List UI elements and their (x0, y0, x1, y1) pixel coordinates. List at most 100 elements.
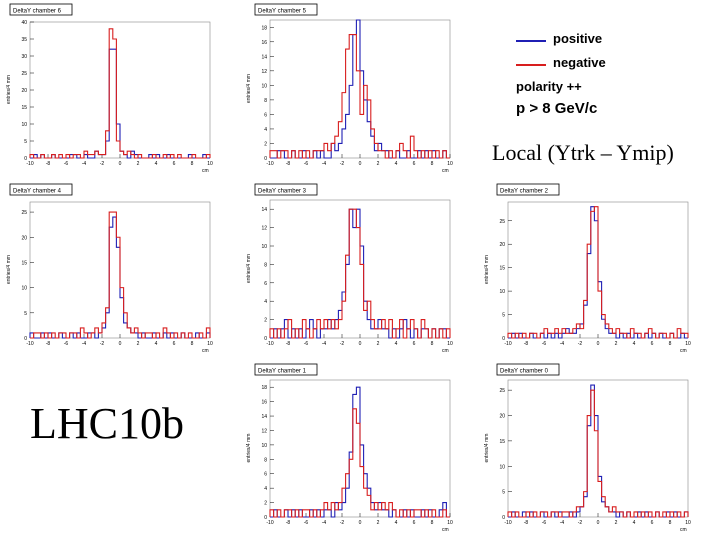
panel-title-box (496, 183, 560, 196)
x-tick-label: -10 (504, 520, 511, 526)
histogram-negative (30, 211, 211, 339)
y-tick-label: 10 (261, 443, 267, 449)
x-tick-label: -2 (578, 520, 583, 526)
x-tick-label: -6 (542, 520, 547, 526)
y-tick-label: 15 (499, 439, 505, 445)
x-tick-label: 10 (447, 161, 453, 167)
x-tick-label: -6 (64, 161, 69, 167)
panel-title-box (254, 183, 318, 196)
y-tick-label: 2 (264, 501, 267, 507)
x-tick-label: -4 (322, 161, 327, 167)
panel-title: DeltaY chamber 3 (258, 189, 307, 195)
y-tick-label: 20 (499, 242, 505, 248)
histogram-negative (29, 28, 211, 159)
x-tick-label: -2 (340, 520, 345, 526)
panel-title: DeltaY chamber 5 (258, 9, 307, 15)
y-tick-label: 0 (502, 515, 505, 521)
x-tick-label: 4 (155, 341, 158, 347)
x-tick-label: 6 (651, 520, 654, 526)
x-tick-label: -2 (340, 341, 345, 347)
y-tick-label: 5 (24, 311, 27, 317)
x-tick-label: 2 (137, 161, 140, 167)
y-tick-label: 6 (264, 112, 267, 118)
x-tick-label: -2 (340, 161, 345, 167)
x-tick-label: 6 (413, 161, 416, 167)
x-tick-label: -10 (504, 341, 511, 347)
x-tick-label: -8 (286, 520, 291, 526)
panel-title: DeltaY chamber 0 (500, 369, 549, 375)
x-tick-label: 4 (633, 520, 636, 526)
x-axis-label: cm (202, 348, 209, 354)
x-tick-label: -4 (560, 520, 565, 526)
x-tick-label: -2 (100, 161, 105, 167)
y-tick-label: 10 (261, 244, 267, 250)
polarity-label: polarity ++ (516, 79, 582, 94)
x-tick-label: 10 (685, 341, 691, 347)
histogram-negative (269, 208, 451, 339)
x-axis-label: cm (442, 348, 449, 354)
x-tick-label: 8 (191, 161, 194, 167)
panel-title-box (9, 3, 73, 16)
y-tick-label: 6 (264, 472, 267, 478)
y-tick-label: 35 (21, 37, 27, 43)
x-tick-label: -4 (82, 341, 87, 347)
panel-title: DeltaY chamber 6 (13, 9, 62, 15)
x-tick-label: 8 (431, 520, 434, 526)
legend-negative-line (516, 64, 546, 66)
x-tick-label: 0 (359, 341, 362, 347)
y-tick-label: 10 (499, 464, 505, 470)
x-tick-label: 0 (597, 520, 600, 526)
legend-positive-line (516, 40, 546, 42)
local-label: Local (Ytrk – Ymip) (492, 140, 674, 165)
panel-title: DeltaY chamber 2 (500, 189, 549, 195)
y-tick-label: 15 (499, 266, 505, 272)
y-tick-label: 0 (264, 336, 267, 342)
momentum-cut-label: p > 8 GeV/c (516, 100, 598, 117)
x-tick-label: 6 (173, 341, 176, 347)
x-tick-label: 10 (685, 520, 691, 526)
x-axis-label: cm (680, 527, 687, 533)
y-tick-label: 4 (264, 127, 267, 133)
x-tick-label: -8 (524, 520, 529, 526)
y-tick-label: 8 (264, 457, 267, 463)
x-tick-label: 0 (359, 520, 362, 526)
y-tick-label: 15 (21, 105, 27, 111)
x-tick-label: -8 (46, 341, 51, 347)
x-tick-label: 8 (191, 341, 194, 347)
y-tick-label: 10 (21, 122, 27, 128)
y-tick-label: 25 (499, 219, 505, 225)
x-tick-label: -6 (304, 161, 309, 167)
x-tick-label: -8 (286, 161, 291, 167)
x-tick-label: 2 (615, 520, 618, 526)
histogram-negative (507, 389, 689, 518)
y-tick-label: 8 (264, 262, 267, 268)
x-tick-label: -4 (82, 161, 87, 167)
x-axis-label: cm (442, 527, 449, 533)
x-tick-label: -8 (524, 341, 529, 347)
y-tick-label: 0 (264, 515, 267, 521)
y-tick-label: 40 (21, 20, 27, 26)
y-axis-label: entries/4 mm (484, 434, 490, 463)
x-tick-label: 8 (669, 341, 672, 347)
x-tick-label: 4 (395, 341, 398, 347)
y-tick-label: 0 (24, 156, 27, 162)
panel-3: DeltaY chamber 3 entries/4 mm 0 2 4 6 8 10 12 14 -… (246, 183, 453, 354)
x-tick-label: 6 (413, 520, 416, 526)
y-tick-label: 0 (264, 156, 267, 162)
x-tick-label: 8 (669, 520, 672, 526)
y-tick-label: 25 (499, 388, 505, 394)
y-tick-label: 4 (264, 299, 267, 305)
x-tick-label: -8 (286, 341, 291, 347)
x-tick-label: 10 (207, 341, 213, 347)
x-tick-label: 6 (651, 341, 654, 347)
y-tick-label: 16 (261, 400, 267, 406)
x-tick-label: 4 (155, 161, 158, 167)
y-axis-label: entries/4 mm (6, 255, 12, 284)
y-tick-label: 12 (261, 69, 267, 75)
y-tick-label: 8 (264, 98, 267, 104)
y-tick-label: 10 (21, 286, 27, 292)
x-tick-label: 8 (431, 161, 434, 167)
